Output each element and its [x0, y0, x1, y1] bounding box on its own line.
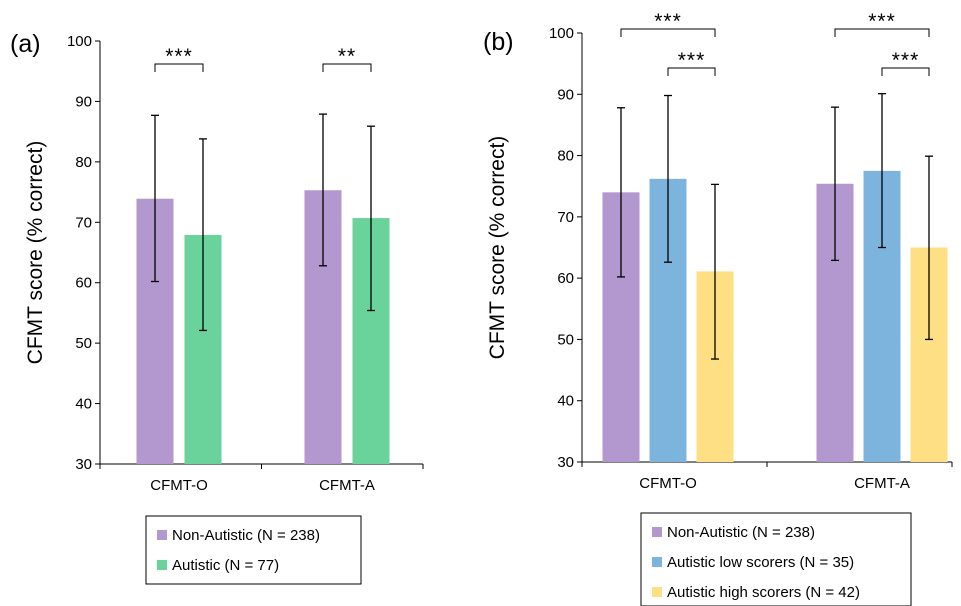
- y-tick-label: 90: [557, 86, 574, 103]
- significance-bracket: [834, 28, 930, 37]
- y-tick-label: 80: [557, 148, 574, 165]
- legend-swatch: [652, 527, 662, 537]
- significance-stars: ***: [654, 10, 682, 33]
- significance-bracket: [881, 67, 930, 76]
- y-tick-label: 30: [75, 456, 92, 473]
- significance-bracket: [620, 28, 716, 37]
- y-tick-label: 60: [75, 275, 92, 292]
- x-category-label: CFMT-O: [639, 475, 697, 492]
- legend: Non-Autistic (N = 238) Autistic low score…: [640, 512, 912, 606]
- legend-swatch: [652, 557, 662, 567]
- significance-stars: ***: [678, 49, 706, 72]
- significance-stars: **: [338, 45, 356, 68]
- legend-swatch: [157, 560, 167, 570]
- y-axis-label: CFMT score (% correct): [486, 136, 509, 360]
- y-tick-label: 40: [557, 393, 574, 410]
- legend-label: Autistic high scorers (N = 42): [667, 584, 860, 601]
- chart-panel-b: (b) CFMT score (% correct) 30 40 50 60 70 80 90 1…: [483, 10, 953, 606]
- chart-panel-a: (a) CFMT score (% correct) 30 40 50 60 70 80 90 1…: [10, 30, 424, 585]
- y-tick-label: 100: [549, 25, 574, 42]
- significance-stars: ***: [165, 45, 193, 68]
- y-tick-label: 40: [75, 396, 92, 413]
- significance-bracket: [667, 67, 716, 76]
- y-tick-label: 80: [75, 154, 92, 171]
- legend-box: [145, 515, 362, 585]
- y-tick-label: 100: [67, 33, 92, 50]
- y-tick-label: 50: [75, 335, 92, 352]
- y-tick-label: 50: [557, 331, 574, 348]
- x-category-label: CFMT-A: [854, 475, 910, 492]
- y-tick-label: 60: [557, 270, 574, 287]
- legend-box: [640, 512, 912, 606]
- significance-stars: ***: [868, 10, 896, 33]
- y-tick-label: 90: [75, 93, 92, 110]
- legend: Non-Autistic (N = 238) Autistic (N = 77): [145, 515, 362, 585]
- legend-swatch: [157, 530, 167, 540]
- significance-stars: ***: [892, 49, 920, 72]
- y-tick-label: 70: [75, 214, 92, 231]
- legend-label: Non-Autistic (N = 238): [172, 527, 320, 544]
- legend-swatch: [652, 587, 662, 597]
- panel-label: (a): [10, 30, 41, 58]
- legend-label: Autistic low scorers (N = 35): [667, 554, 854, 571]
- y-tick-label: 70: [557, 209, 574, 226]
- panel-label: (b): [483, 28, 514, 56]
- significance-bracket: [154, 63, 204, 72]
- legend-label: Autistic (N = 77): [172, 557, 279, 574]
- x-category-label: CFMT-O: [150, 477, 208, 494]
- y-tick-label: 30: [557, 454, 574, 471]
- significance-bracket: [322, 63, 372, 72]
- legend-label: Non-Autistic (N = 238): [667, 524, 815, 541]
- y-axis-label: CFMT score (% correct): [24, 141, 47, 365]
- x-category-label: CFMT-A: [319, 477, 375, 494]
